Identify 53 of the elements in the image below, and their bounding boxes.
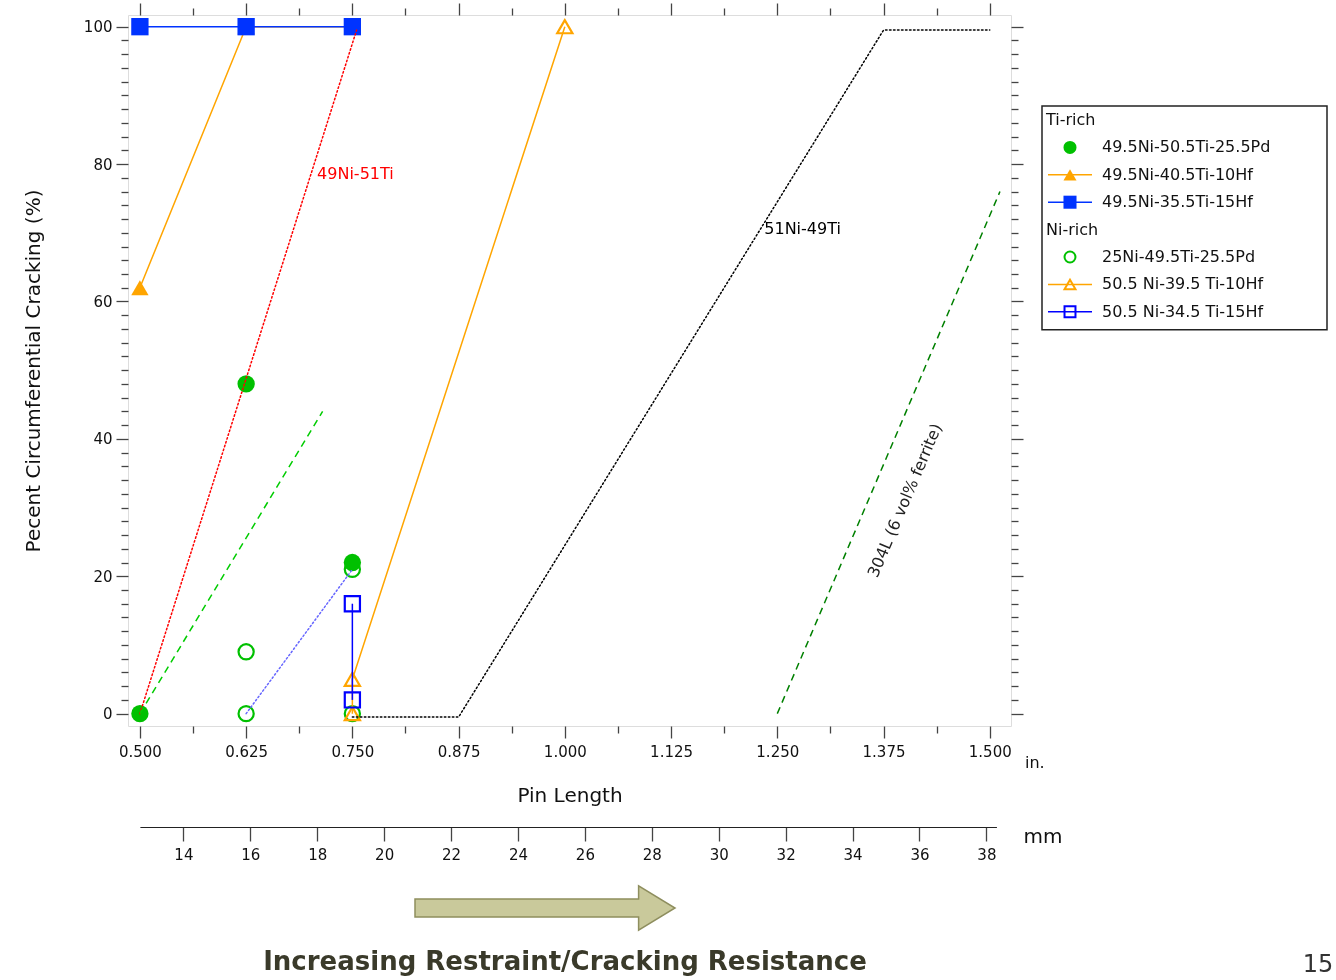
x2-tick-label: 36 bbox=[910, 845, 930, 864]
point bbox=[556, 19, 574, 35]
text: Increasing Restraint/Cracking Resistance bbox=[263, 946, 867, 976]
x-tick-label: 0.625 bbox=[225, 742, 269, 761]
text: Ni-rich bbox=[1046, 219, 1099, 239]
point bbox=[237, 375, 255, 393]
text: in. bbox=[1025, 753, 1045, 772]
y-axis-title: Pecent Circumferential Cracking (%) bbox=[20, 189, 45, 553]
y-tick-label: 80 bbox=[93, 155, 113, 174]
series-label: 49Ni-51Ti bbox=[317, 163, 394, 183]
x2-tick-label: 28 bbox=[642, 845, 662, 864]
x-tick-label: 0.500 bbox=[118, 742, 162, 761]
x2-tick-label: 24 bbox=[508, 845, 529, 864]
x-tick-label: 1.250 bbox=[756, 742, 800, 761]
point bbox=[131, 704, 149, 723]
x-tick-label: 0.875 bbox=[437, 742, 481, 761]
x2-tick-label: 26 bbox=[575, 845, 595, 864]
x2-tick-label: 32 bbox=[776, 845, 796, 864]
x2-tick-label: 30 bbox=[709, 845, 729, 864]
x2-tick-label: 18 bbox=[308, 845, 328, 864]
x-tick-label: 0.750 bbox=[331, 742, 375, 761]
point bbox=[343, 671, 362, 687]
legend-label: 50.5 Ni-39.5 Ti-10Hf bbox=[1102, 274, 1264, 294]
series-label: 51Ni-49Ti bbox=[764, 219, 841, 239]
y-tick-label: 100 bbox=[83, 18, 113, 37]
x2-tick-label: 38 bbox=[977, 845, 997, 864]
text: Ti-rich bbox=[1045, 110, 1096, 129]
point bbox=[237, 643, 255, 661]
point bbox=[131, 18, 149, 36]
legend-label: 25Ni-49.5Ti-25.5Pd bbox=[1102, 247, 1256, 266]
y-tick-label: 40 bbox=[93, 430, 113, 449]
x-tick-label: 1.000 bbox=[543, 742, 587, 761]
y-tick-label: 60 bbox=[93, 292, 113, 311]
x-axis-title: Pin Length bbox=[517, 782, 623, 807]
x2-tick-label: 14 bbox=[174, 845, 194, 864]
x-tick-label: 1.375 bbox=[862, 742, 906, 761]
x2-tick-label: 20 bbox=[375, 845, 395, 864]
legend-label: 50.5 Ni-34.5 Ti-15Hf bbox=[1102, 301, 1264, 321]
point bbox=[343, 595, 362, 613]
x2-tick-label: 34 bbox=[843, 845, 863, 864]
legend-label: 49.5Ni-35.5Ti-15Hf bbox=[1102, 192, 1254, 212]
x2-tick-label: 22 bbox=[442, 845, 462, 864]
y-tick-label: 20 bbox=[93, 567, 113, 586]
point bbox=[343, 691, 362, 709]
x-tick-label: 1.125 bbox=[650, 742, 694, 761]
x2-axis-title: mm bbox=[1023, 823, 1063, 848]
point bbox=[237, 704, 255, 723]
legend-label: 49.5Ni-40.5Ti-10Hf bbox=[1102, 164, 1254, 184]
y-tick-label: 0 bbox=[102, 705, 113, 724]
legend-label: 49.5Ni-50.5Ti-25.5Pd bbox=[1102, 137, 1271, 157]
x-tick-label: 1.500 bbox=[968, 742, 1012, 761]
text: 15 bbox=[1302, 950, 1334, 978]
x2-tick-label: 16 bbox=[241, 845, 261, 864]
